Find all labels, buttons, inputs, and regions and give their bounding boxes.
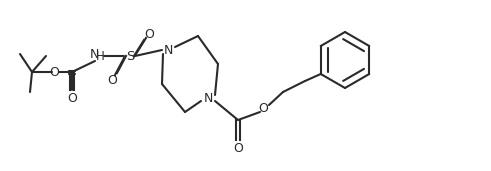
Text: O: O [67,91,77,104]
Text: O: O [107,74,117,87]
Text: N: N [203,91,213,104]
Text: N: N [89,49,99,62]
Text: O: O [49,65,59,78]
Text: N: N [164,43,173,56]
Text: O: O [144,28,154,41]
Text: O: O [258,102,268,115]
Text: S: S [126,49,134,62]
Text: O: O [233,141,243,155]
Text: H: H [96,49,105,62]
